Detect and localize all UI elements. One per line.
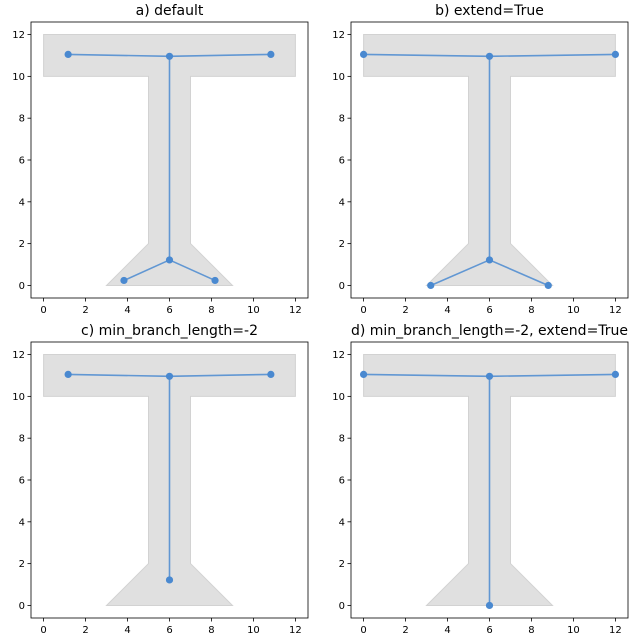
skeleton-point-4 [165, 576, 174, 584]
x-tick-label: 8 [528, 625, 534, 636]
skeleton-segment-4 [430, 259, 490, 287]
skeleton-segment-2 [169, 373, 271, 378]
y-tick-label: 2 [339, 239, 345, 250]
x-tick-label: 8 [208, 625, 214, 636]
subplot-title: c) min_branch_length=-2 [81, 323, 258, 339]
skeleton-point-2 [165, 372, 174, 380]
y-tick-label: 0 [19, 601, 25, 612]
y-tick-label: 8 [339, 114, 345, 125]
y-tick-label: 8 [19, 434, 25, 445]
skeleton-point-6 [211, 276, 219, 285]
skeleton-point-4 [485, 601, 494, 610]
x-tick-label: 6 [166, 625, 172, 636]
x-tick-label: 6 [486, 305, 492, 316]
skeleton-point-2 [485, 372, 494, 380]
y-tick-label: 0 [19, 281, 25, 292]
x-tick-label: 10 [567, 625, 580, 636]
skeleton-point-3 [611, 50, 620, 59]
x-tick-label: 4 [444, 625, 450, 636]
x-tick-label: 0 [40, 305, 46, 316]
y-tick-label: 4 [339, 517, 345, 528]
skeleton-segment-1 [68, 53, 170, 58]
y-tick-label: 10 [332, 72, 345, 83]
y-tick-label: 0 [339, 281, 345, 292]
x-tick-label: 0 [40, 625, 46, 636]
y-tick-label: 4 [339, 197, 345, 208]
skeleton-point-5 [120, 276, 128, 285]
skeleton-point-6 [544, 281, 552, 290]
subplot-3: c) min_branch_length=-2 0 2 4 6 8 10 12 0 2 4 6 8 10 1… [12, 323, 309, 636]
subplot-4: d) min_branch_length=-2, extend=True 0 2 4 6… [332, 323, 629, 636]
skeleton-segment-5 [489, 259, 549, 287]
y-tick-label: 4 [19, 197, 25, 208]
x-tick-label: 4 [124, 305, 130, 316]
x-tick-label: 4 [444, 305, 450, 316]
x-tick-label: 0 [360, 305, 366, 316]
x-tick-label: 0 [360, 625, 366, 636]
y-tick-label: 12 [12, 350, 25, 361]
x-tick-label: 8 [208, 305, 214, 316]
subplot-2: b) extend=True 0 2 4 6 8 10 12 0 2 4 6 8 10 12 [332, 3, 629, 316]
y-tick-label: 12 [332, 350, 345, 361]
y-tick-label: 6 [339, 156, 345, 167]
x-tick-label: 12 [289, 625, 302, 636]
skeleton-segment-2 [489, 373, 616, 378]
y-tick-label: 10 [12, 72, 25, 83]
x-tick-label: 2 [402, 305, 408, 316]
x-tick-label: 12 [609, 625, 622, 636]
y-tick-label: 2 [339, 559, 345, 570]
skeleton-point-1 [64, 50, 72, 59]
skeleton-point-3 [611, 370, 620, 379]
y-tick-label: 2 [19, 559, 25, 570]
y-tick-label: 6 [339, 476, 345, 487]
skeleton-point-1 [64, 370, 72, 379]
x-tick-label: 2 [402, 625, 408, 636]
x-tick-label: 8 [528, 305, 534, 316]
skeleton-point-4 [485, 256, 494, 264]
y-tick-label: 10 [332, 392, 345, 403]
x-tick-label: 4 [124, 625, 130, 636]
y-tick-label: 8 [19, 114, 25, 125]
y-tick-label: 6 [19, 156, 25, 167]
subplot-title: a) default [136, 3, 204, 19]
skeleton-segment-1 [68, 373, 170, 378]
skeleton-segment-1 [363, 53, 490, 58]
y-tick-label: 12 [12, 30, 25, 41]
skeleton-segment-2 [169, 53, 271, 58]
skeleton-point-1 [359, 370, 368, 379]
skeleton-point-5 [427, 281, 435, 290]
x-tick-label: 6 [166, 305, 172, 316]
subplot-1: a) default 0 2 4 6 8 10 12 0 2 4 6 8 10 12 [12, 3, 309, 316]
skeleton-segment-2 [489, 53, 616, 58]
subplot-title: b) extend=True [435, 3, 544, 19]
skeleton-point-3 [267, 370, 275, 379]
x-tick-label: 10 [247, 625, 260, 636]
y-tick-label: 0 [339, 601, 345, 612]
y-tick-label: 6 [19, 476, 25, 487]
y-tick-label: 10 [12, 392, 25, 403]
y-tick-label: 8 [339, 434, 345, 445]
y-tick-label: 2 [19, 239, 25, 250]
skeleton-point-2 [165, 52, 174, 60]
subplot-title: d) min_branch_length=-2, extend=True [351, 323, 628, 339]
x-tick-label: 12 [609, 305, 622, 316]
skeleton-segment-1 [363, 373, 490, 378]
x-tick-label: 2 [82, 305, 88, 316]
skeleton-point-4 [165, 256, 174, 264]
x-tick-label: 2 [82, 625, 88, 636]
x-tick-label: 6 [486, 625, 492, 636]
skeleton-point-2 [485, 52, 494, 60]
skeleton-segment-4 [123, 259, 170, 282]
skeleton-point-1 [359, 50, 368, 59]
y-tick-label: 12 [332, 30, 345, 41]
skeleton-segment-5 [169, 259, 216, 282]
skeleton-point-3 [267, 50, 275, 59]
x-tick-label: 10 [567, 305, 580, 316]
x-tick-label: 12 [289, 305, 302, 316]
y-tick-label: 4 [19, 517, 25, 528]
x-tick-label: 10 [247, 305, 260, 316]
